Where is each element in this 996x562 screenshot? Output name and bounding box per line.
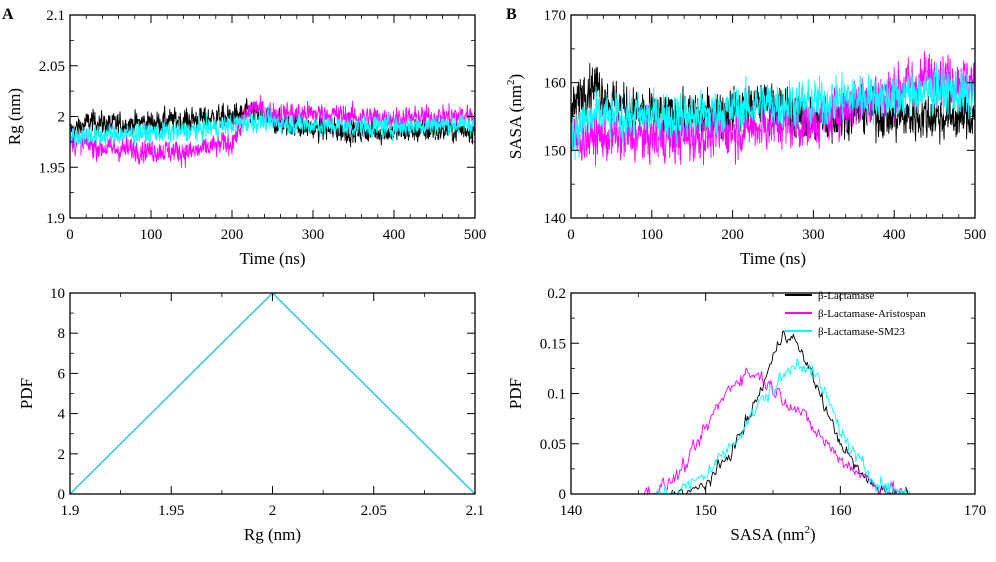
rg_time-series-group (70, 94, 475, 169)
rg_pdf-series-group (70, 293, 475, 494)
sasa_time-ytick-label-1: 150 (544, 143, 567, 159)
rg_pdf-xtick-label-2: 2 (269, 503, 277, 519)
sasa_time-ytick-label-0: 140 (544, 211, 567, 227)
rg_pdf-xtick-label-1: 1.95 (158, 503, 184, 519)
sasa_pdf-xtick-label-2: 160 (829, 503, 852, 519)
panel-letter-b: B (506, 6, 517, 23)
rg_time-ytick-label-4: 2.1 (46, 8, 65, 24)
sasa_time-series-2 (571, 62, 975, 161)
rg_time-ytick-label-2: 2 (58, 110, 66, 126)
sasa_pdf-xtick-label-3: 170 (964, 503, 987, 519)
sasa_pdf-ytick-label-0: 0 (559, 487, 567, 503)
rg_time-ytick-label-1: 1.95 (39, 160, 65, 176)
sasa_pdf-ytick-label-3: 0.15 (540, 336, 566, 352)
sasa_pdf-series-2 (651, 358, 915, 494)
sasa_pdf-xlabel: SASA (nm2) (730, 524, 815, 544)
chart-sasa_pdf: 140 150 160 170 0 0.05 0.1 0.15 0.2 SASA (nm2) PDF (506, 286, 986, 544)
rg_time-xlabel: Time (ns) (240, 249, 306, 268)
sasa_time-xtick-label-1: 100 (641, 227, 664, 243)
legend-label-aristospan: β-Lactamase-Aristospan (818, 308, 926, 320)
sasa_time-xtick-label-5: 500 (964, 227, 987, 243)
sasa_time-ylabel: SASA (nm2) (505, 74, 525, 159)
sasa_pdf-ylabel: PDF (506, 378, 525, 409)
rg_time-ylabel: Rg (nm) (5, 88, 24, 145)
sasa_pdf-ytick-label-1: 0.05 (540, 437, 566, 453)
sasa_pdf-ytick-label-2: 0.1 (547, 387, 566, 403)
rg_time-xtick-label-0: 0 (66, 227, 74, 243)
rg_time-series-2 (70, 104, 475, 150)
rg_pdf-xtick-label-4: 2.1 (466, 503, 485, 519)
panel-letter-a: A (2, 6, 14, 23)
chart-sasa_time: 0 100 200 300 400 500 140 150 160 170 Time (ns) SAS… (505, 8, 986, 268)
rg_pdf-frame (69, 292, 476, 495)
rg_pdf-xlabel: Rg (nm) (244, 525, 301, 544)
legend-label-sm23: β-Lactamase-SM23 (818, 326, 905, 338)
sasa_pdf-series-0 (638, 330, 915, 494)
sasa_time-xtick-label-2: 200 (721, 227, 744, 243)
rg_pdf-ytick-label-4: 8 (58, 326, 66, 342)
sasa_pdf-xtick-label-1: 150 (694, 503, 717, 519)
rg_time-ytick-label-0: 1.9 (46, 211, 65, 227)
sasa_time-xtick-label-0: 0 (567, 227, 575, 243)
sasa_time-ytick-label-3: 170 (544, 8, 567, 24)
sasa_pdf-ytick-label-4: 0.2 (547, 286, 566, 302)
sasa_pdf-xtick-label-0: 140 (560, 503, 583, 519)
rg_time-xtick-label-2: 200 (221, 227, 244, 243)
rg_pdf-ytick-label-3: 6 (58, 366, 66, 382)
rg_pdf-ytick-label-5: 10 (50, 286, 65, 302)
legend-label-lactamase: β-Lactamase (818, 290, 874, 302)
sasa_time-ytick-label-2: 160 (544, 76, 567, 92)
sasa_time-series-group (571, 50, 975, 167)
rg_pdf-ytick-label-2: 4 (58, 407, 66, 423)
rg_pdf-ylabel: PDF (17, 378, 36, 409)
sasa_time-xlabel: Time (ns) (740, 249, 806, 268)
sasa_pdf-series-1 (638, 367, 908, 494)
chart-rg_pdf: 1.9 1.95 2 2.05 2.1 0 2 4 6 8 10 Rg (nm) PDF (17, 286, 484, 544)
rg_pdf-series-0 (70, 293, 475, 494)
sasa-pdf-legend: β-Lactamase β-Lactamase-Aristospan β-Lac… (785, 290, 926, 338)
sasa_time-xtick-label-4: 400 (883, 227, 906, 243)
rg_time-xtick-label-3: 300 (302, 227, 325, 243)
rg_time-xtick-label-1: 100 (140, 227, 163, 243)
sasa_time-xtick-label-3: 300 (802, 227, 825, 243)
rg_time-ytick-label-3: 2.05 (39, 59, 65, 75)
sasa_pdf-series-group (638, 330, 915, 494)
rg_pdf-xtick-label-3: 2.05 (361, 503, 387, 519)
rg_pdf-xtick-label-0: 1.9 (61, 503, 80, 519)
chart-rg_time: 0 100 200 300 400 500 1.9 1.95 2 2.05 2.1 Time (ns)… (5, 8, 486, 268)
rg_pdf-ytick-label-1: 2 (58, 447, 66, 463)
rg_time-xtick-label-4: 400 (383, 227, 406, 243)
rg_pdf-ytick-label-0: 0 (58, 487, 66, 503)
rg_time-xtick-label-5: 500 (464, 227, 487, 243)
